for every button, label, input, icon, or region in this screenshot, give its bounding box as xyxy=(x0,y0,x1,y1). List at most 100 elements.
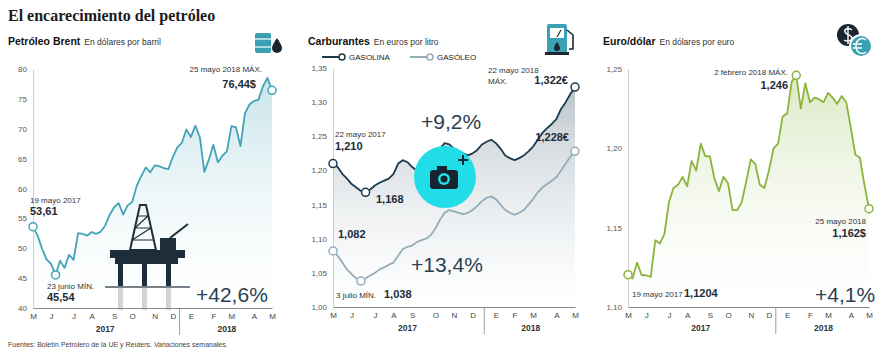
x-tick: N xyxy=(152,308,158,321)
chart-title: Petróleo Brent xyxy=(8,35,81,47)
annotation: 1,162$ xyxy=(832,227,866,239)
x-tick: M xyxy=(269,308,276,321)
highlight-marker xyxy=(362,188,370,196)
annotation: 1,038 xyxy=(384,288,412,300)
y-tick: 1,25 xyxy=(606,65,628,74)
chart-title: Carburantes xyxy=(308,35,370,47)
x-tick-label: M xyxy=(625,311,632,320)
icon xyxy=(255,33,282,53)
rig-part xyxy=(110,250,185,258)
chart-subtitle: En dólares por barril xyxy=(84,37,161,47)
annotation: 53,61 xyxy=(30,205,58,217)
y-tick: 1,20 xyxy=(311,166,333,175)
annotation: 23 junio MÍN. xyxy=(47,282,94,291)
rig-part xyxy=(170,224,188,238)
annotation: 25 mayo 2018 xyxy=(815,217,866,226)
y-tick: 45 xyxy=(18,274,33,283)
x-tick: A xyxy=(89,308,95,321)
y-tick-label: 50 xyxy=(18,244,27,253)
x-tick-label: F xyxy=(211,312,216,321)
x-tick: M xyxy=(572,307,579,320)
y-tick-label: 1,25 xyxy=(311,132,327,141)
y-axis: 404550556065707580 xyxy=(18,65,33,313)
annotation: 45,54 xyxy=(47,291,75,303)
y-tick: 50 xyxy=(18,244,33,253)
x-tick-label: J xyxy=(72,312,76,321)
x-tick-label: N xyxy=(152,312,158,321)
y-tick-label: 1,10 xyxy=(606,303,622,312)
y-tick-label: 1,00 xyxy=(311,303,327,312)
x-tick: S xyxy=(708,307,713,320)
x-group-label: 2018 xyxy=(217,324,236,334)
y-tick-label: 1,15 xyxy=(311,201,327,210)
y-tick-label: 1,30 xyxy=(311,98,327,107)
x-tick: A xyxy=(554,307,560,320)
highlight-marker xyxy=(29,223,37,231)
y-tick-label: 1,10 xyxy=(311,235,327,244)
x-tick-label: D xyxy=(470,311,476,320)
y-tick-label: 55 xyxy=(18,214,27,223)
annotation: 1,228€ xyxy=(535,131,569,143)
x-tick: O xyxy=(433,307,439,320)
area xyxy=(33,78,272,308)
annotation: 1,1204 xyxy=(684,287,719,299)
x-axis: MJJASONDEFMAM xyxy=(330,307,579,320)
x-tick-label: E xyxy=(785,311,790,320)
chart-heading: CarburantesEn euros por litro xyxy=(308,35,439,47)
y-tick: 65 xyxy=(18,155,33,164)
y-tick-label: 60 xyxy=(18,185,27,194)
legend-item: GASOLINA xyxy=(322,53,391,62)
chart: CarburantesEn euros por litro1,001,051,1… xyxy=(308,24,579,334)
annotation: 1,168 xyxy=(376,193,404,205)
plot-marks xyxy=(333,87,575,307)
x-tick-label: N xyxy=(452,311,458,320)
x-tick-label: S xyxy=(112,312,117,321)
line xyxy=(628,75,869,278)
icon-shape xyxy=(255,38,271,39)
annotation: +13,4% xyxy=(411,253,483,276)
icon-shape xyxy=(272,38,282,53)
x-tick: E xyxy=(494,307,499,320)
x-tick-label: J xyxy=(667,311,671,320)
y-tick: 1,30 xyxy=(311,98,333,107)
y-tick: 60 xyxy=(18,185,33,194)
x-tick: A xyxy=(685,307,691,320)
x-tick-label: A xyxy=(554,311,560,320)
icon-shape xyxy=(255,46,271,47)
annotation: 3 julio MÍN. xyxy=(336,291,376,300)
x-axis: MJJASONDEFMAM xyxy=(30,308,276,321)
camera-part xyxy=(458,155,468,165)
x-group-label: 2017 xyxy=(96,324,115,334)
y-tick-label: 1,20 xyxy=(606,144,622,153)
x-group-label: 2018 xyxy=(814,323,833,333)
icon-shape xyxy=(255,33,271,53)
annotation: 25 mayo 2018 MÁX. xyxy=(190,65,262,74)
x-tick: M xyxy=(625,307,632,320)
chart-heading: Euro/dólarEn dólares por euro xyxy=(603,35,734,47)
y-tick: 1,20 xyxy=(606,144,628,153)
y-tick: 70 xyxy=(18,125,33,134)
rig-part xyxy=(132,216,154,240)
y-tick-label: 1,35 xyxy=(311,64,327,73)
camera-part xyxy=(437,166,447,171)
y-tick: 1,15 xyxy=(311,201,333,210)
x-tick: A xyxy=(252,308,258,321)
x-tick: O xyxy=(725,307,731,320)
rig-part xyxy=(105,286,190,288)
y-tick: 75 xyxy=(18,95,33,104)
legend-item: GASÓLEO xyxy=(410,53,476,62)
rig-part xyxy=(115,258,178,264)
x-tick: D xyxy=(470,307,476,320)
chart: Petróleo BrentEn dólares por barril40455… xyxy=(8,33,282,335)
highlight-marker xyxy=(571,147,579,155)
line xyxy=(333,151,575,281)
annotation: 19 mayo 2017 xyxy=(632,290,683,299)
camera-part xyxy=(414,146,476,208)
x-tick: N xyxy=(452,307,458,320)
rig-reflection xyxy=(118,288,171,310)
chart-subtitle: En dólares por euro xyxy=(660,37,735,47)
oil-rig xyxy=(105,205,190,310)
plot-marks xyxy=(33,78,272,308)
highlight-marker xyxy=(357,277,365,285)
chart-heading: Petróleo BrentEn dólares por barril xyxy=(8,35,161,47)
